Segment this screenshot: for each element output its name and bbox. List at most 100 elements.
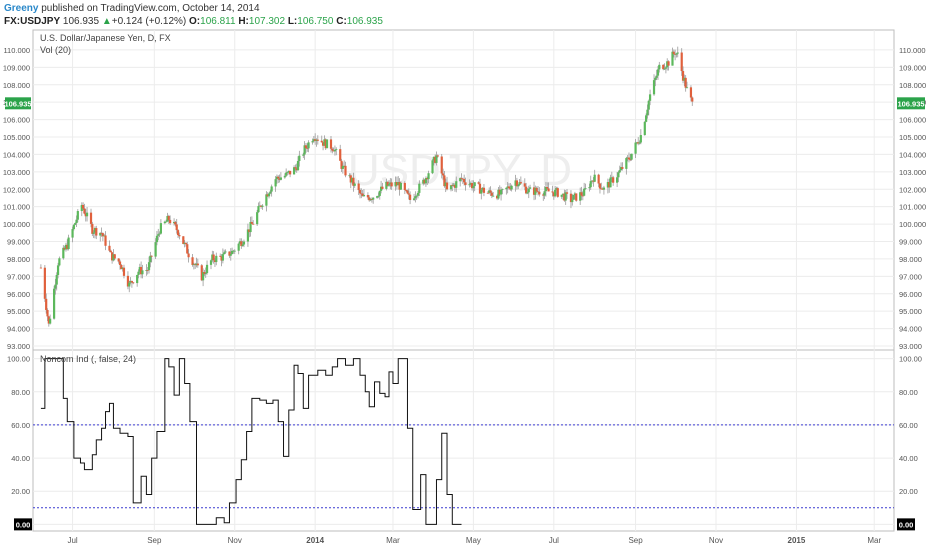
price-tag-right-text: 106.935 — [897, 99, 924, 108]
candle-body — [64, 244, 68, 250]
time-axis: Jul Sep Nov 2014 Mar May Jul Sep Nov 2015 Mar — [67, 536, 881, 545]
price-tick-label: 106.000 — [899, 116, 926, 125]
candle-body — [329, 139, 333, 149]
candle-body — [648, 94, 652, 101]
candle-body — [532, 187, 536, 195]
candle-body — [435, 155, 438, 163]
candle-body — [510, 185, 513, 190]
price-tick-label: 100.000 — [3, 220, 30, 229]
price-grid — [33, 30, 894, 350]
candle-body — [169, 219, 172, 224]
candle-body — [113, 254, 116, 259]
candle-body — [242, 241, 246, 245]
candle-body — [534, 187, 537, 195]
candle-body — [621, 167, 624, 169]
candle-body — [348, 175, 351, 177]
candle-body — [213, 260, 217, 263]
indicator-level-lines — [33, 424, 894, 509]
indicator-tick-label: 40.00 — [11, 454, 30, 463]
candle-body — [257, 206, 260, 213]
candle-body — [350, 177, 354, 183]
candle-body — [47, 316, 50, 324]
candle-body — [136, 274, 139, 284]
author-name[interactable]: Greeny — [4, 3, 39, 14]
value-tags: 106.935 106.935 0.00 0.00 — [4, 97, 925, 531]
indicator-tag-left-text: 0.00 — [16, 520, 31, 529]
candle-body — [159, 223, 162, 234]
candle-body — [461, 178, 464, 180]
candle-body — [645, 115, 648, 122]
time-tick-label: 2014 — [306, 536, 324, 545]
price-tick-label: 95.000 — [899, 307, 922, 316]
indicator-pane[interactable] — [32, 349, 895, 532]
candle-body — [387, 184, 391, 186]
candle-body — [580, 192, 583, 196]
candle-body — [584, 188, 587, 189]
candle-body — [407, 193, 410, 195]
candle-body — [555, 188, 558, 190]
time-tick-label: Jul — [549, 536, 559, 545]
candle-body — [296, 160, 300, 171]
candle-body — [667, 61, 670, 66]
candle-body — [324, 139, 327, 149]
candle-body — [129, 280, 132, 283]
price-tick-label: 100.000 — [899, 220, 926, 229]
time-tick-label: Nov — [228, 536, 242, 545]
candle-body — [209, 260, 213, 265]
candle-body — [49, 318, 52, 324]
price-tag-left — [5, 97, 31, 110]
candle-body — [626, 157, 629, 159]
candle-body — [581, 195, 584, 197]
candle-body — [307, 142, 310, 149]
candle-body — [403, 182, 406, 191]
symbol-label[interactable]: FX:USDJPY — [4, 16, 61, 27]
candle-body — [303, 145, 306, 155]
indicator-tick-label: 100.00 — [899, 355, 922, 364]
candle-body — [579, 192, 582, 201]
price-pane[interactable] — [32, 29, 895, 351]
candle-body — [451, 185, 454, 187]
candle-body — [230, 250, 234, 255]
candle-body — [174, 221, 177, 225]
candle-body — [480, 189, 483, 194]
candle-body — [459, 178, 462, 182]
candle-body — [340, 160, 343, 169]
candle-body — [408, 194, 412, 200]
candle-body — [196, 263, 199, 266]
candle-body — [277, 176, 280, 179]
candle-body — [523, 183, 526, 187]
candle-body — [141, 270, 144, 275]
candle-body — [158, 233, 161, 235]
indicator-axis-right: 100.00 80.00 60.00 40.00 20.00 — [899, 355, 922, 497]
candle-body — [85, 212, 89, 217]
candle-body — [445, 182, 449, 190]
candle-body — [544, 187, 548, 192]
candle-body — [551, 191, 554, 193]
time-tick-label: Nov — [709, 536, 723, 545]
candle-body — [655, 75, 658, 78]
candle-body — [83, 208, 86, 214]
candle-body — [680, 52, 683, 72]
candle-body — [381, 186, 384, 189]
candle-body — [182, 236, 185, 244]
candle-body — [572, 194, 575, 200]
candle-body — [343, 165, 346, 167]
candle-body — [556, 188, 559, 197]
candle-body — [538, 191, 541, 195]
candle-body — [564, 192, 567, 201]
indicator-axis-left: 100.00 80.00 60.00 40.00 20.00 — [7, 355, 30, 497]
price-change: +0.124 (+0.12%) — [111, 16, 187, 27]
last-price: 106.935 — [62, 16, 100, 27]
indicator-tick-label: 20.00 — [899, 487, 918, 496]
candle-body — [526, 192, 529, 194]
price-tick-label: 97.000 — [7, 272, 30, 281]
candle-body — [108, 245, 111, 251]
candle-body — [100, 232, 103, 234]
candle-body — [460, 178, 463, 179]
candle-body — [45, 298, 48, 310]
low-label: L: — [287, 16, 298, 27]
candle-body — [71, 229, 74, 238]
candle-body — [252, 223, 255, 225]
indicator-tick-label: 80.00 — [11, 388, 30, 397]
